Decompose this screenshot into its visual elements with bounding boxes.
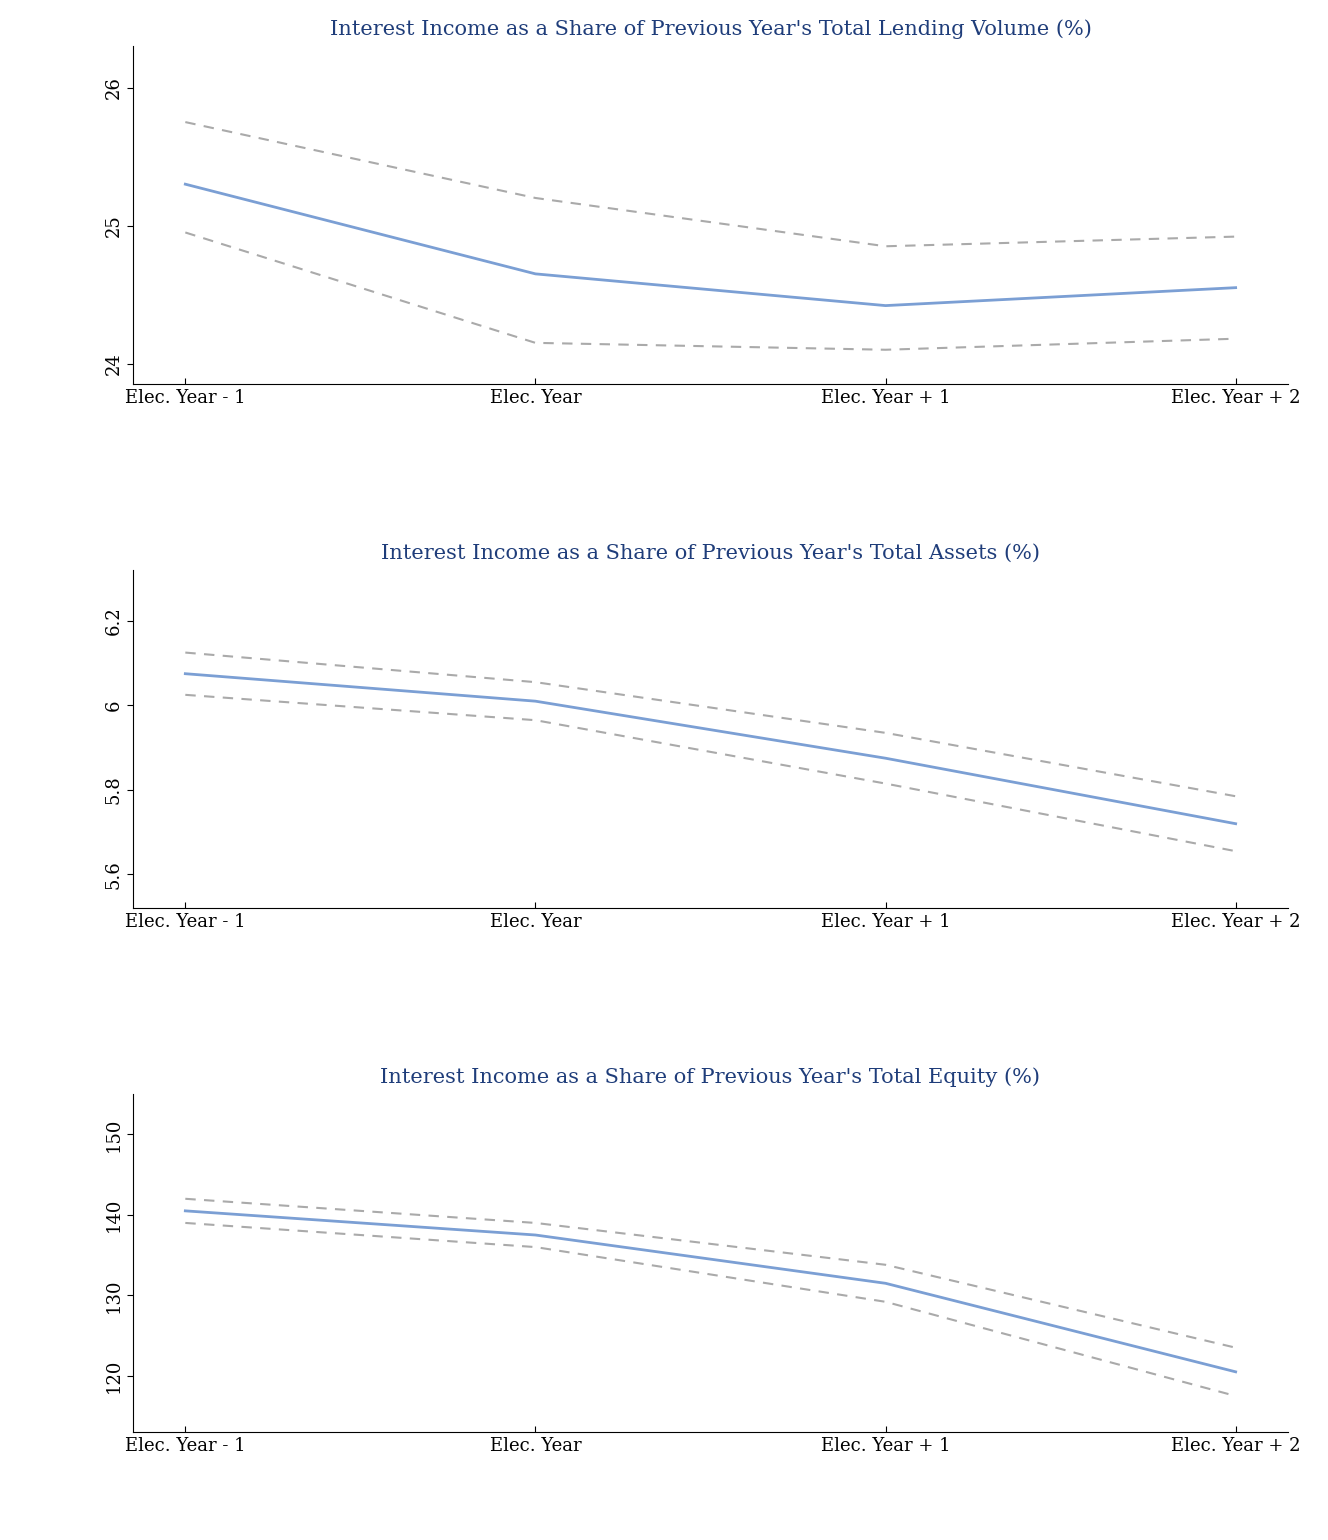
Title: Interest Income as a Share of Previous Year's Total Lending Volume (%): Interest Income as a Share of Previous Y…	[329, 20, 1092, 38]
Title: Interest Income as a Share of Previous Year's Total Assets (%): Interest Income as a Share of Previous Y…	[381, 544, 1040, 564]
Title: Interest Income as a Share of Previous Year's Total Equity (%): Interest Income as a Share of Previous Y…	[381, 1067, 1040, 1087]
